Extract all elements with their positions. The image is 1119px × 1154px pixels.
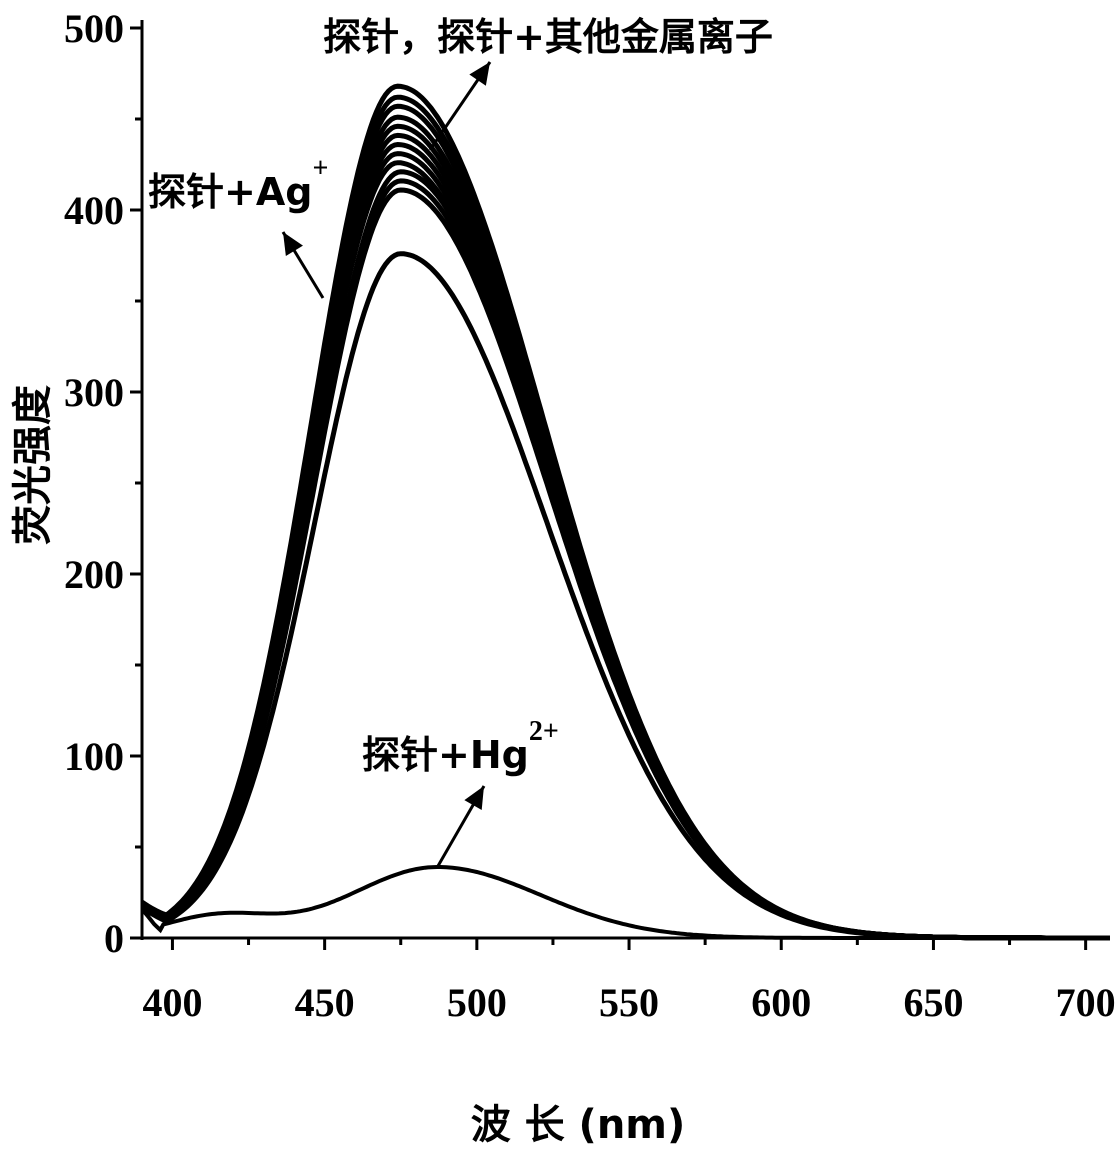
annotation-hg-main: 探针+Hg (362, 733, 529, 777)
series-curves (140, 83, 1110, 941)
arrow-ag-head (283, 232, 303, 256)
x-tick-label: 650 (903, 980, 963, 1025)
tick-labels: 0 100 200 300 400 500 400 450 500 550 600 650 700 (64, 6, 1116, 1025)
y-tick-label: 300 (64, 370, 124, 415)
x-tick-label: 700 (1056, 980, 1116, 1025)
x-tick-label: 400 (142, 980, 202, 1025)
annotation-others: 探针，探针+其他金属离子 (323, 15, 773, 59)
annotation-hg: 探针+Hg2+ (362, 716, 559, 777)
annotation-hg-sup: 2+ (529, 716, 559, 747)
x-axis-title: 波 长 (nm) (471, 1102, 686, 1148)
y-tick-label: 100 (64, 734, 124, 779)
spectrum-line (140, 132, 1110, 941)
x-tick-label: 600 (751, 980, 811, 1025)
annotation-arrows (281, 61, 492, 867)
y-tick-label: 200 (64, 552, 124, 597)
y-tick-label: 0 (104, 916, 124, 961)
spectrum-line (140, 865, 1110, 940)
spectrum-line (140, 141, 1110, 941)
x-tick-label: 500 (447, 980, 507, 1025)
spectrum-line (140, 94, 1110, 941)
axes (130, 20, 1110, 950)
y-tick-label: 400 (64, 188, 124, 233)
y-tick-label: 500 (64, 6, 124, 51)
y-axis-title: 荧光强度 (10, 385, 56, 545)
arrow-others-head (469, 62, 490, 86)
annotation-ag-sup: + (312, 153, 328, 184)
annotation-ag: 探针+Ag+ (148, 153, 328, 214)
spectrum-line (140, 103, 1110, 941)
annotation-ag-main: 探针+Ag (148, 170, 312, 214)
arrow-hg-head (464, 786, 484, 811)
x-tick-label: 450 (295, 980, 355, 1025)
x-tick-label: 550 (599, 980, 659, 1025)
spectrum-line (140, 151, 1110, 941)
